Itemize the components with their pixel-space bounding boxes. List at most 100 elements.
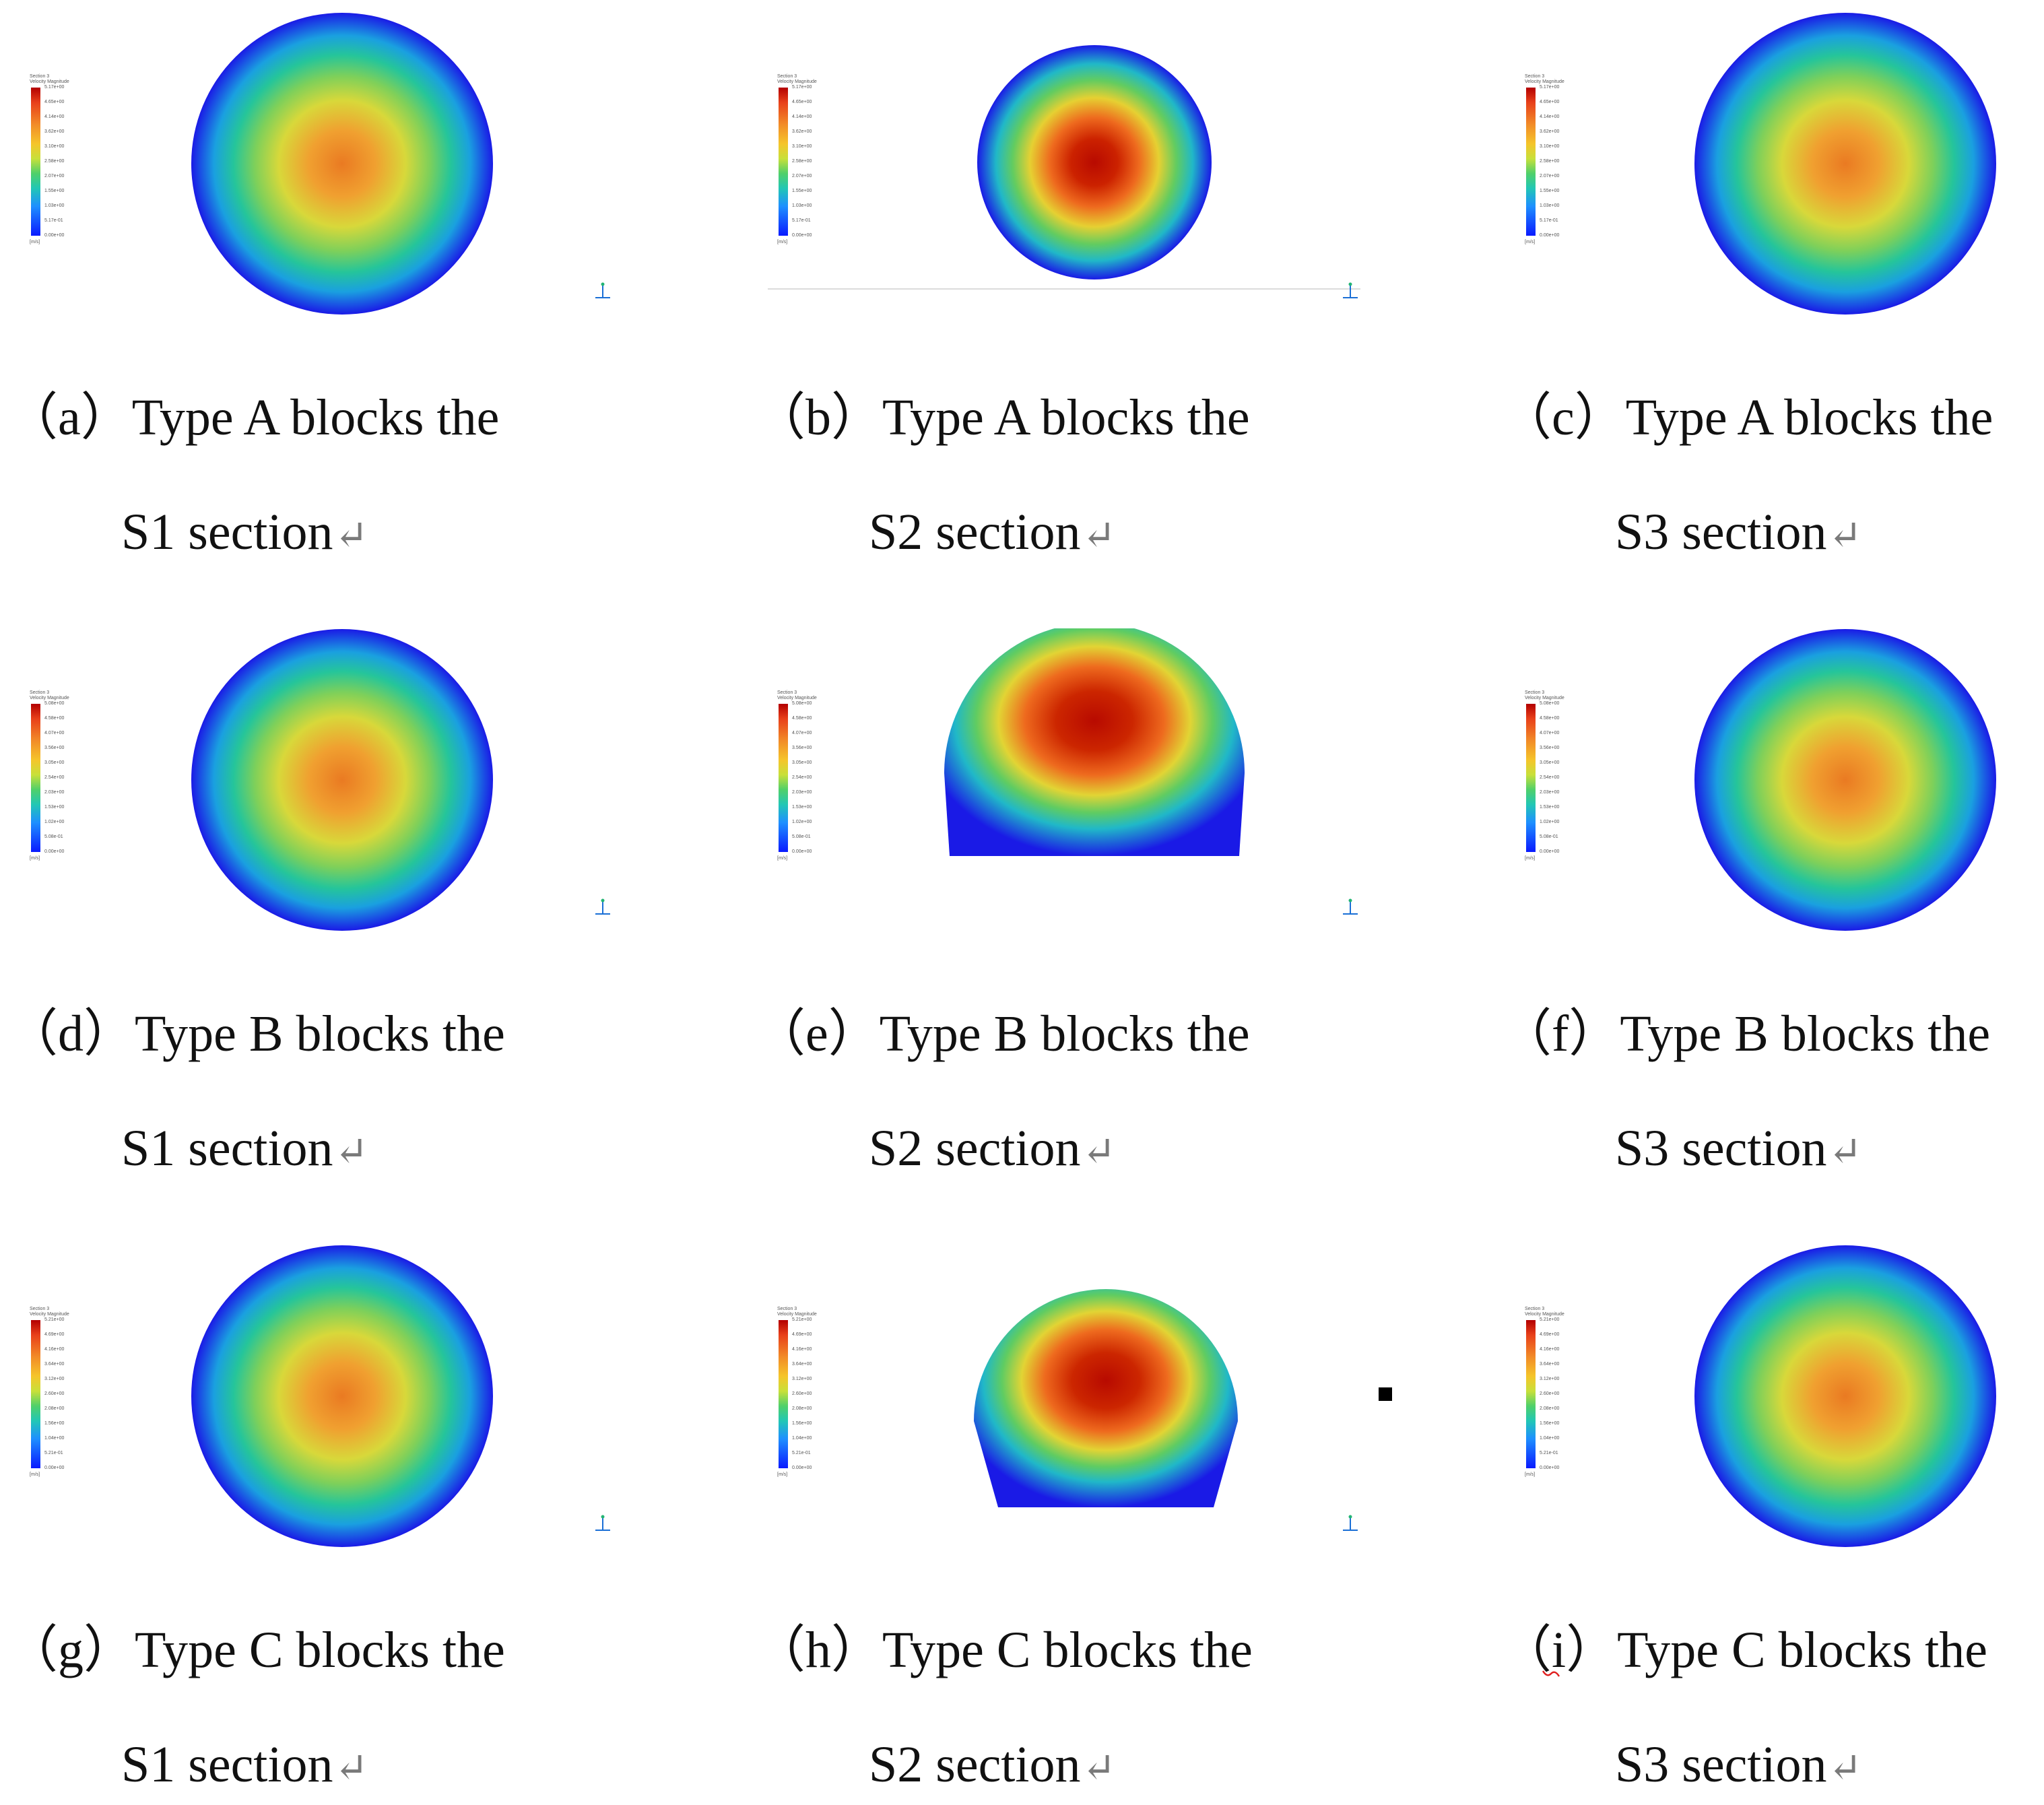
- legend-title: Section 3 Velocity Magnitude: [30, 690, 69, 700]
- caption-line1: Type C blocks the: [1617, 1622, 1987, 1678]
- legend-colorbar: [31, 1320, 40, 1468]
- contour-plot: [944, 628, 1245, 856]
- legend-tick: 1.04e+00: [792, 1436, 812, 1441]
- color-legend: Section 3 Velocity Magnitude 5.17e+00 4.6…: [777, 74, 858, 244]
- legend-tick: 3.12e+00: [44, 1377, 65, 1381]
- legend-title: Section 3 Velocity Magnitude: [1525, 74, 1564, 84]
- legend-tick: 2.08e+00: [792, 1406, 812, 1411]
- panel-h: Section 3 Velocity Magnitude 5.21e+00 4.6…: [748, 1233, 1421, 1610]
- caption-i: （i）Type C blocks the S3 section↵: [1501, 1620, 2044, 1798]
- color-legend: Section 3 Velocity Magnitude 5.08e+00 4.5…: [777, 690, 858, 861]
- color-legend: Section 3 Velocity Magnitude 5.17e+00 4.6…: [1525, 74, 1606, 244]
- legend-tick: 5.17e-01: [1540, 218, 1558, 223]
- legend-tick: 2.07e+00: [792, 174, 812, 178]
- legend-colorbar: [779, 88, 788, 236]
- baseline-line: [768, 288, 1360, 290]
- panel-f: Section 3 Velocity Magnitude 5.08e+00 4.5…: [1495, 616, 2044, 993]
- axis-triad-icon: [1343, 1515, 1358, 1531]
- legend-colorbar: [1526, 88, 1536, 236]
- legend-tick: 5.17e+00: [1540, 85, 1560, 90]
- legend-tick: 4.07e+00: [1540, 731, 1560, 735]
- return-mark: ↵: [1828, 513, 1862, 558]
- caption-label: （c）: [1501, 389, 1626, 446]
- legend-tick: 0.00e+00: [1540, 233, 1560, 238]
- caption-line2: S1 section: [121, 1120, 333, 1177]
- legend-tick: 5.17e-01: [792, 218, 811, 223]
- axis-triad-icon: [595, 282, 610, 298]
- legend-tick: 2.54e+00: [792, 775, 812, 780]
- caption-c: （c）Type A blocks the S3 section↵: [1501, 387, 2044, 566]
- legend-title: Section 3 Velocity Magnitude: [1525, 690, 1564, 700]
- color-legend: Section 3 Velocity Magnitude 5.21e+00 4.6…: [777, 1307, 858, 1477]
- legend-tick: 4.16e+00: [1540, 1347, 1560, 1352]
- legend-tick: 3.05e+00: [1540, 760, 1560, 765]
- legend-tick: 4.65e+00: [1540, 100, 1560, 104]
- legend-tick: 1.56e+00: [44, 1421, 65, 1426]
- legend-colorbar: [1526, 704, 1536, 852]
- legend-tick: 2.58e+00: [44, 159, 65, 164]
- caption-label: （a）: [7, 389, 132, 446]
- legend-tick: 5.08e-01: [1540, 834, 1558, 839]
- legend-tick: 0.00e+00: [1540, 1466, 1560, 1470]
- legend-title: Section 3 Velocity Magnitude: [1525, 1307, 1564, 1317]
- legend-tick: 2.07e+00: [44, 174, 65, 178]
- legend-tick: 5.17e-01: [44, 218, 63, 223]
- legend-tick: 3.64e+00: [44, 1362, 65, 1367]
- legend-tick: 4.58e+00: [792, 716, 812, 721]
- legend-tick: 0.00e+00: [1540, 849, 1560, 854]
- legend-tick: 4.07e+00: [792, 731, 812, 735]
- legend-tick: 5.17e+00: [44, 85, 65, 90]
- legend-tick: 3.10e+00: [44, 144, 65, 149]
- return-mark: ↵: [1828, 1746, 1862, 1790]
- legend-tick: 5.21e-01: [1540, 1451, 1558, 1455]
- caption-line2: S2 section: [869, 1120, 1081, 1177]
- caption-label: （e）: [754, 1006, 880, 1062]
- legend-tick: 1.53e+00: [1540, 805, 1560, 810]
- caption-line1: Type C blocks the: [882, 1622, 1253, 1678]
- legend-tick: 1.55e+00: [1540, 189, 1560, 193]
- legend-tick: 2.07e+00: [1540, 174, 1560, 178]
- panel-b: Section 3 Velocity Magnitude 5.17e+00 4.6…: [748, 0, 1421, 377]
- contour-plot: [191, 629, 493, 931]
- legend-tick: 3.05e+00: [44, 760, 65, 765]
- legend-unit: [m/s]: [1525, 1472, 1536, 1477]
- legend-tick: 2.60e+00: [792, 1391, 812, 1396]
- legend-tick: 2.08e+00: [1540, 1406, 1560, 1411]
- legend-unit: [m/s]: [777, 1472, 788, 1477]
- legend-tick: 1.02e+00: [44, 820, 65, 824]
- legend-tick: 1.53e+00: [44, 805, 65, 810]
- caption-b: （b）Type A blocks the S2 section↵: [754, 387, 1495, 566]
- legend-colorbar: [779, 704, 788, 852]
- return-mark: ↵: [1082, 1746, 1116, 1790]
- legend-tick: 2.60e+00: [1540, 1391, 1560, 1396]
- spellcheck-squiggle-icon: [1542, 1670, 1560, 1677]
- legend-tick: 3.10e+00: [1540, 144, 1560, 149]
- caption-label: （h）: [754, 1622, 882, 1678]
- caption-line2: S2 section: [869, 1736, 1081, 1793]
- legend-tick: 1.02e+00: [1540, 820, 1560, 824]
- caption-line2: S3 section: [1615, 1736, 1827, 1793]
- caption-line1: Type B blocks the: [135, 1006, 505, 1062]
- panel-i: Section 3 Velocity Magnitude 5.21e+00 4.6…: [1495, 1233, 2044, 1610]
- legend-tick: 1.03e+00: [792, 203, 812, 208]
- legend-tick: 1.04e+00: [1540, 1436, 1560, 1441]
- legend-tick: 0.00e+00: [792, 849, 812, 854]
- legend-tick: 5.21e+00: [1540, 1317, 1560, 1322]
- legend-tick: 2.03e+00: [44, 790, 65, 795]
- caption-a: （a）Type A blocks the S1 section↵: [7, 387, 748, 566]
- color-legend: Section 3 Velocity Magnitude 5.17e+00 4.6…: [30, 74, 110, 244]
- contour-plot: [977, 45, 1212, 280]
- legend-tick: 3.12e+00: [1540, 1377, 1560, 1381]
- legend-tick: 1.56e+00: [792, 1421, 812, 1426]
- contour-plot: [191, 1245, 493, 1547]
- legend-tick: 5.21e+00: [792, 1317, 812, 1322]
- legend-tick: 4.69e+00: [44, 1332, 65, 1337]
- caption-line2: S1 section: [121, 1736, 333, 1793]
- contour-plot: [974, 1289, 1238, 1507]
- legend-colorbar: [31, 704, 40, 852]
- caption-line1: Type B blocks the: [1620, 1006, 1991, 1062]
- legend-tick: 3.62e+00: [1540, 129, 1560, 134]
- panel-c: Section 3 Velocity Magnitude 5.17e+00 4.6…: [1495, 0, 2044, 377]
- caption-label: （d）: [7, 1006, 135, 1062]
- legend-tick: 4.65e+00: [792, 100, 812, 104]
